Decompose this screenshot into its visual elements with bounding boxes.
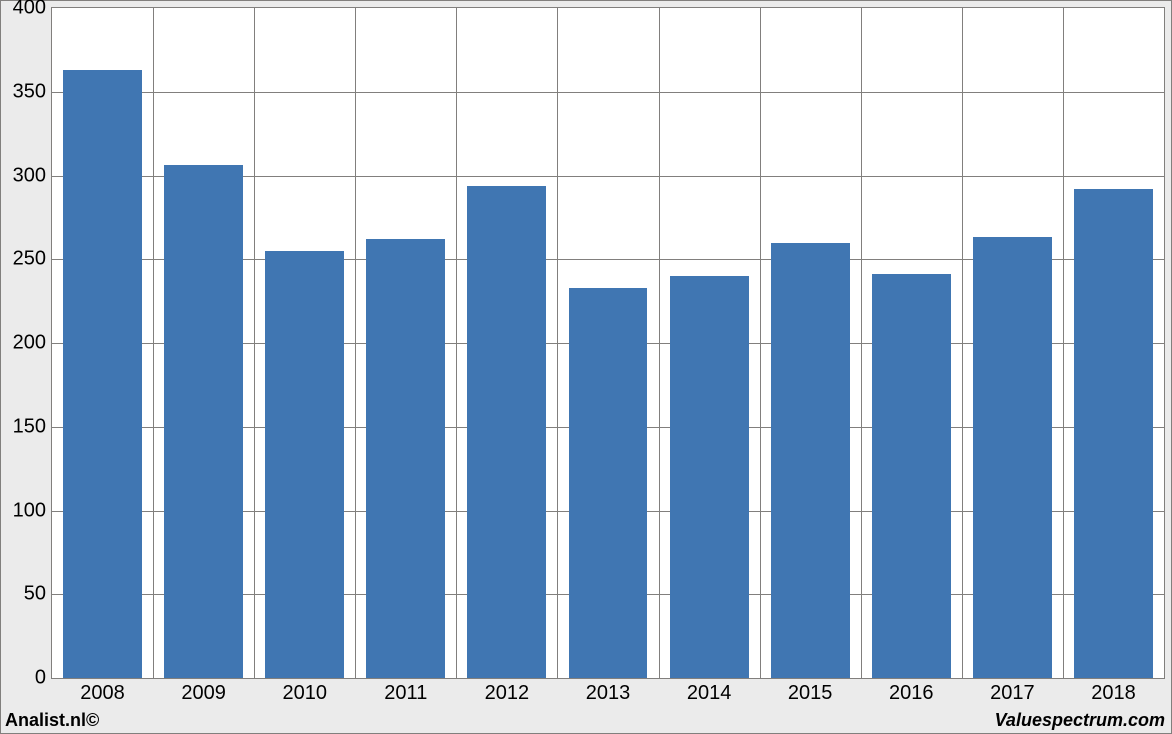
x-tick-label: 2013 (586, 678, 631, 705)
bar (771, 243, 850, 679)
x-tick-label: 2018 (1091, 678, 1136, 705)
gridline-vertical (861, 8, 862, 678)
y-tick-label: 100 (13, 499, 52, 522)
y-tick-label: 250 (13, 248, 52, 271)
gridline-vertical (659, 8, 660, 678)
x-tick-label: 2014 (687, 678, 732, 705)
bar (670, 276, 749, 678)
y-tick-label: 200 (13, 332, 52, 355)
bar (872, 274, 951, 678)
bar (63, 70, 142, 678)
x-tick-label: 2017 (990, 678, 1035, 705)
bar (973, 237, 1052, 678)
x-tick-label: 2008 (80, 678, 125, 705)
bar (164, 165, 243, 678)
y-tick-label: 0 (35, 667, 52, 690)
x-tick-label: 2012 (485, 678, 530, 705)
y-tick-label: 150 (13, 415, 52, 438)
bar (569, 288, 648, 678)
gridline-horizontal (52, 92, 1164, 93)
gridline-vertical (760, 8, 761, 678)
x-tick-label: 2015 (788, 678, 833, 705)
credit-right: Valuespectrum.com (995, 710, 1165, 731)
y-tick-label: 50 (24, 583, 52, 606)
bar (1074, 189, 1153, 678)
plot-area: 0501001502002503003504002008200920102011… (51, 7, 1165, 679)
x-tick-label: 2011 (384, 678, 427, 705)
credit-left: Analist.nl© (5, 710, 99, 731)
bar (366, 239, 445, 678)
gridline-vertical (254, 8, 255, 678)
gridline-vertical (456, 8, 457, 678)
y-tick-label: 400 (13, 0, 52, 20)
x-tick-label: 2010 (282, 678, 327, 705)
y-tick-label: 350 (13, 80, 52, 103)
x-tick-label: 2016 (889, 678, 934, 705)
chart-frame: 0 50 100 150 200 250 300 350 400 2008 2009 2010 2011… (0, 0, 1172, 734)
gridline-vertical (1063, 8, 1064, 678)
gridline-vertical (153, 8, 154, 678)
bar (467, 186, 546, 678)
gridline-vertical (557, 8, 558, 678)
y-tick-label: 300 (13, 164, 52, 187)
gridline-vertical (355, 8, 356, 678)
x-tick-label: 2009 (181, 678, 226, 705)
bar (265, 251, 344, 678)
gridline-vertical (962, 8, 963, 678)
